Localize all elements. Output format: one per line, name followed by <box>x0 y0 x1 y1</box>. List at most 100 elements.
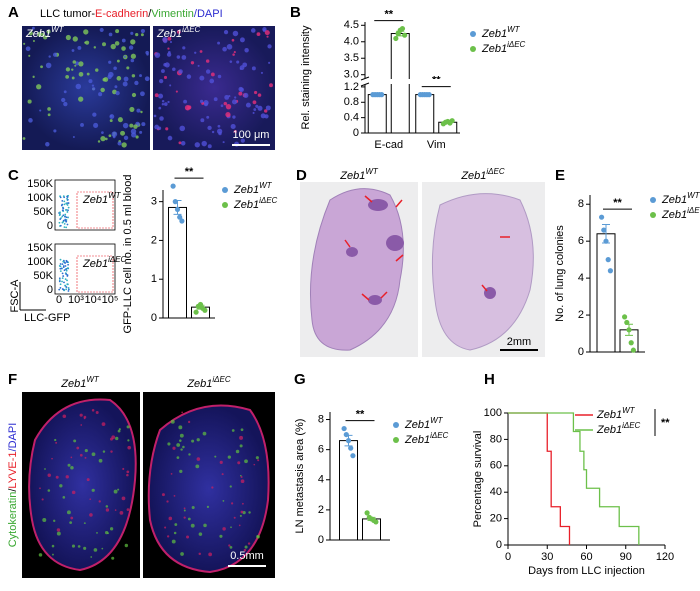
flow-event <box>67 202 70 204</box>
data-point <box>426 92 432 98</box>
cell <box>136 108 141 113</box>
stain <box>248 511 251 514</box>
cell <box>72 36 78 42</box>
cell <box>112 135 116 139</box>
legend-label: Zeb1WT <box>404 416 444 431</box>
cell <box>226 44 233 50</box>
flow-event <box>58 280 61 283</box>
flow-event <box>58 221 61 224</box>
stain <box>187 517 191 521</box>
cell <box>99 27 104 32</box>
cell <box>93 122 99 128</box>
stain <box>109 527 114 531</box>
flow-event <box>63 261 66 264</box>
cell <box>75 61 80 66</box>
cell <box>108 32 113 37</box>
stain <box>117 429 121 433</box>
flow-event <box>63 200 66 203</box>
y-tick-label: 0 <box>578 346 584 358</box>
cell <box>269 83 273 88</box>
survival-curve <box>508 412 640 545</box>
cell <box>211 130 215 134</box>
stain <box>231 429 235 432</box>
flow-tick: 0 <box>47 284 53 296</box>
cell <box>213 97 218 102</box>
flow-event <box>67 286 70 289</box>
cell <box>228 95 231 98</box>
y-tick-label: 2 <box>578 309 584 321</box>
cell <box>117 141 122 146</box>
stain <box>96 532 98 534</box>
cell <box>48 55 51 58</box>
stain <box>65 475 69 479</box>
stain <box>62 496 66 499</box>
flow-event <box>61 215 64 218</box>
flow-event <box>59 263 62 265</box>
flow-event <box>62 195 65 198</box>
cell <box>222 141 225 144</box>
cell <box>109 119 113 123</box>
cell <box>123 135 129 141</box>
cell <box>182 46 186 50</box>
data-point <box>341 425 347 432</box>
cell <box>123 76 129 82</box>
stain <box>235 449 240 454</box>
cell <box>239 37 245 43</box>
stain <box>179 433 184 438</box>
flow-event <box>65 220 68 223</box>
significance: ** <box>384 8 393 20</box>
cell <box>238 91 243 96</box>
cell <box>222 46 227 52</box>
significance: ** <box>356 408 365 420</box>
cell <box>262 29 266 32</box>
flow-event <box>63 203 66 206</box>
cell <box>159 79 164 84</box>
y-tick-label: 0 <box>496 539 502 551</box>
legend-swatch <box>222 202 228 208</box>
stain <box>93 548 98 552</box>
cell <box>179 125 186 132</box>
data-point <box>603 238 609 244</box>
image-label: Zeb1iΔEC <box>460 167 505 182</box>
cell <box>140 28 145 34</box>
data-point <box>402 32 408 38</box>
stain <box>126 508 130 512</box>
stain <box>56 531 61 536</box>
data-point <box>605 257 611 263</box>
panel-letter: A <box>8 4 19 21</box>
cell <box>167 36 172 41</box>
flow-event <box>66 223 69 226</box>
stain <box>179 469 183 474</box>
cell <box>186 74 192 79</box>
stain <box>214 455 217 458</box>
stain <box>79 413 83 417</box>
cell <box>140 33 144 37</box>
stain <box>47 489 51 492</box>
flow-event <box>61 272 64 275</box>
cell <box>229 60 233 63</box>
flow-event <box>66 267 69 269</box>
y-tick-label: 3.5 <box>344 52 359 64</box>
cell <box>233 130 237 134</box>
stain <box>79 453 83 457</box>
cell <box>180 141 186 146</box>
flow-event <box>62 266 65 268</box>
cell <box>159 116 164 121</box>
cell <box>75 83 82 90</box>
stain <box>52 553 54 556</box>
stain <box>253 463 256 466</box>
stain <box>173 494 176 497</box>
cell <box>232 115 236 119</box>
stain <box>240 510 244 514</box>
flow-axis-label: LLC-GFP <box>24 312 70 324</box>
legend-swatch <box>650 212 656 218</box>
cell <box>145 50 149 55</box>
panel-letter: G <box>294 371 306 388</box>
flow-event <box>65 259 68 262</box>
flow-event <box>67 206 70 209</box>
flow-event <box>61 280 63 283</box>
y-tick-label: 2 <box>318 504 324 516</box>
stain <box>171 539 176 544</box>
scale-label: 0.5mm <box>230 550 264 562</box>
cell <box>71 76 75 80</box>
